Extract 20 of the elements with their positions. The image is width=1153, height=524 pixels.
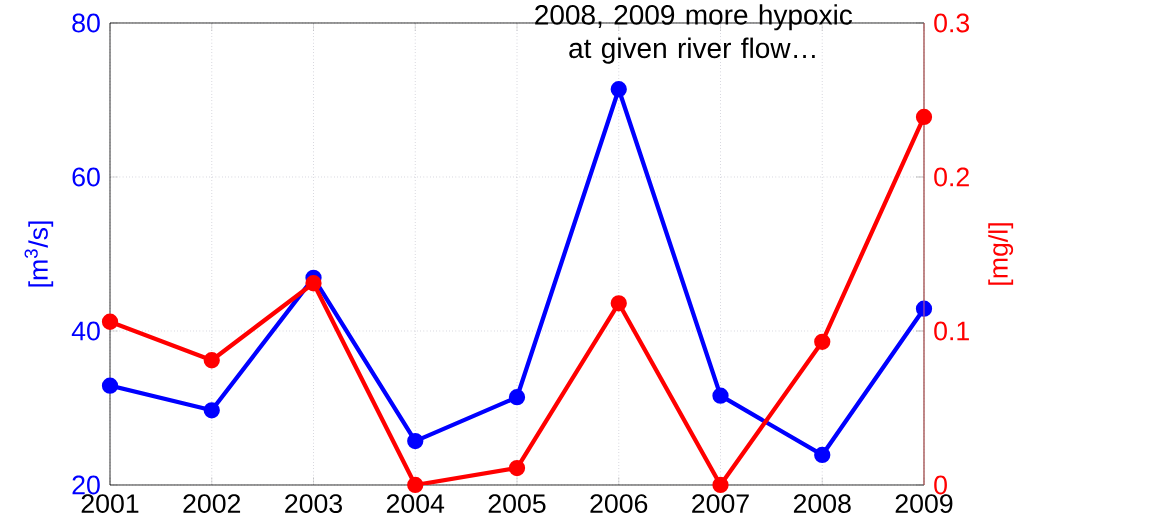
- y2-tick-label: 0.2: [934, 167, 969, 187]
- y2-tick-label: 0: [934, 475, 947, 495]
- y2-tick-label: 0.3: [934, 13, 970, 33]
- x-tick-label: 2009: [895, 494, 953, 514]
- y-tick-label: 40: [71, 321, 100, 341]
- y-tick-label: 80: [72, 13, 100, 33]
- x-tick-label: 2008: [793, 494, 851, 514]
- y2-axis-title: [mg/l]: [988, 223, 1014, 285]
- y-tick-label: 60: [72, 167, 100, 187]
- x-tick-label: 2006: [590, 494, 648, 514]
- x-tick-label: 2003: [285, 494, 342, 514]
- x-tick-label: 2001: [81, 494, 139, 514]
- x-tick-label: 2004: [386, 494, 445, 514]
- annotation: 2008, 2009 more hypoxic at given river flow…: [535, 4, 853, 64]
- x-tick-label: 2007: [692, 494, 749, 514]
- y2-tick-label: 0.1: [934, 321, 969, 341]
- y-tick-label: 20: [72, 475, 100, 495]
- x-tick-label: 2005: [488, 494, 546, 514]
- x-tick-label: 2002: [183, 494, 241, 514]
- y-axis-title: [m$^{3}$/s]: [24, 221, 54, 287]
